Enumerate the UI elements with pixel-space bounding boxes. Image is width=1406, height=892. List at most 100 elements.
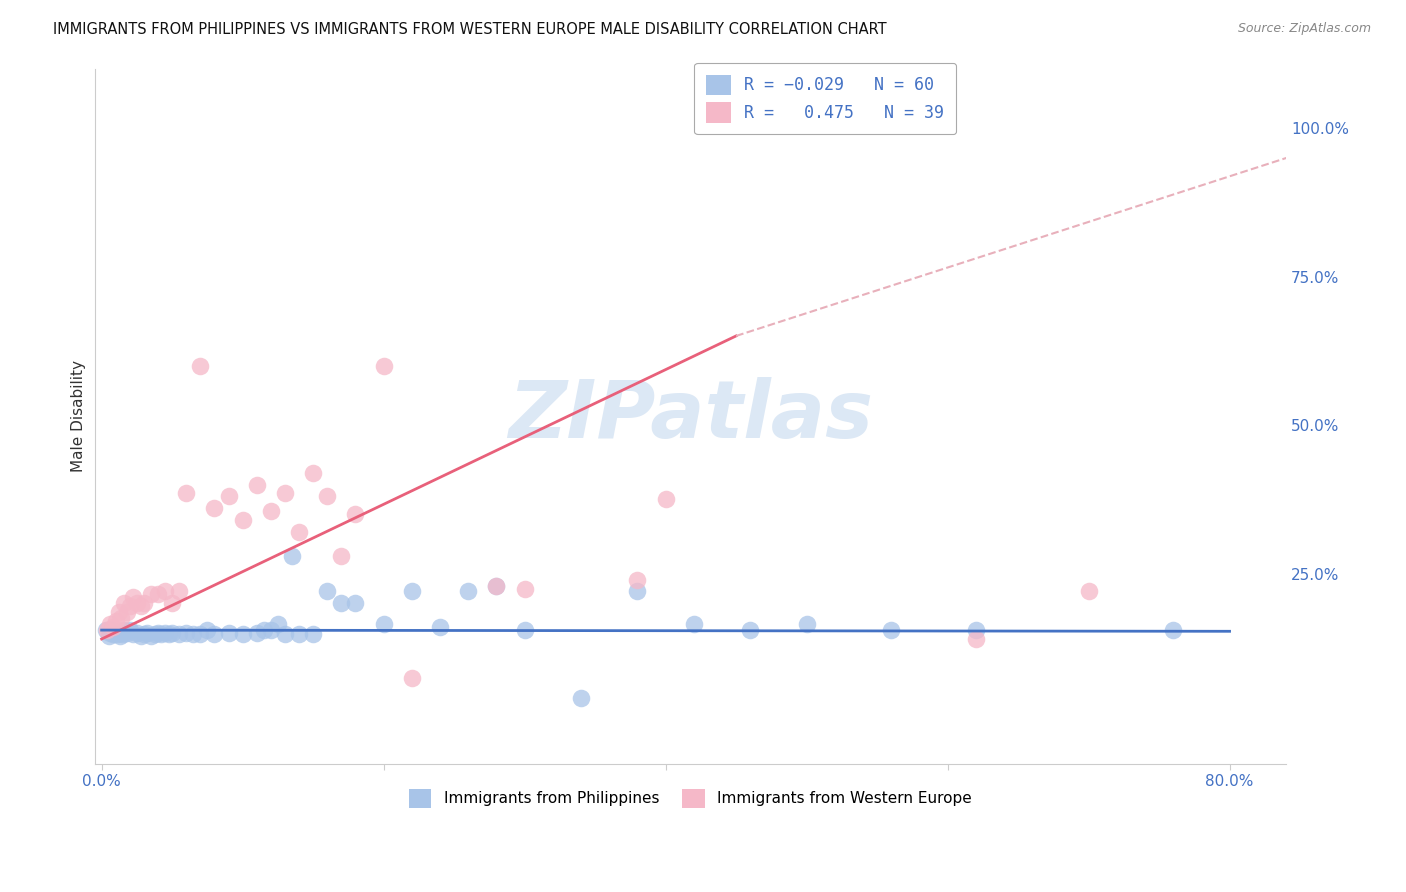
Point: [260, 623, 283, 637]
Text: IMMIGRANTS FROM PHILIPPINES VS IMMIGRANTS FROM WESTERN EUROPE MALE DISABILITY CO: IMMIGRANTS FROM PHILIPPINES VS IMMIGRANT…: [53, 22, 887, 37]
Point: [157, 627, 180, 641]
Point: [344, 507, 367, 521]
Point: [104, 614, 127, 628]
Point: [626, 584, 648, 599]
Text: Source: ZipAtlas.com: Source: ZipAtlas.com: [1237, 22, 1371, 36]
Point: [160, 626, 183, 640]
Point: [132, 596, 155, 610]
Point: [682, 617, 704, 632]
Point: [132, 627, 155, 641]
Point: [267, 617, 290, 632]
Point: [118, 623, 141, 637]
Point: [274, 627, 297, 641]
Point: [98, 617, 121, 632]
Point: [146, 587, 169, 601]
Point: [115, 626, 138, 640]
Point: [101, 620, 124, 634]
Point: [104, 624, 127, 639]
Point: [125, 626, 148, 640]
Point: [740, 623, 762, 637]
Point: [260, 504, 283, 518]
Point: [401, 671, 423, 685]
Point: [302, 466, 325, 480]
Point: [149, 627, 172, 641]
Point: [121, 627, 143, 641]
Point: [174, 626, 197, 640]
Point: [569, 691, 592, 706]
Point: [316, 489, 339, 503]
Point: [288, 627, 311, 641]
Point: [135, 626, 157, 640]
Legend: Immigrants from Philippines, Immigrants from Western Europe: Immigrants from Philippines, Immigrants …: [401, 781, 980, 815]
Point: [281, 549, 304, 563]
Point: [115, 605, 138, 619]
Point: [288, 524, 311, 539]
Point: [302, 627, 325, 641]
Point: [110, 611, 132, 625]
Point: [129, 629, 152, 643]
Point: [112, 596, 135, 610]
Point: [796, 617, 818, 632]
Point: [153, 626, 176, 640]
Point: [174, 486, 197, 500]
Point: [96, 623, 118, 637]
Point: [195, 623, 218, 637]
Point: [153, 584, 176, 599]
Point: [373, 617, 395, 632]
Point: [1161, 623, 1184, 637]
Point: [167, 584, 190, 599]
Point: [218, 626, 240, 640]
Point: [108, 629, 131, 643]
Point: [330, 549, 353, 563]
Point: [110, 626, 132, 640]
Point: [103, 626, 125, 640]
Point: [880, 623, 903, 637]
Point: [105, 627, 128, 641]
Point: [626, 573, 648, 587]
Point: [401, 584, 423, 599]
Point: [94, 623, 117, 637]
Point: [253, 623, 276, 637]
Point: [118, 599, 141, 614]
Point: [344, 596, 367, 610]
Point: [139, 629, 162, 643]
Point: [218, 489, 240, 503]
Point: [274, 486, 297, 500]
Point: [429, 620, 451, 634]
Point: [111, 627, 134, 641]
Point: [181, 627, 204, 641]
Point: [1077, 584, 1099, 599]
Text: ZIPatlas: ZIPatlas: [508, 377, 873, 455]
Point: [485, 578, 508, 592]
Point: [513, 623, 536, 637]
Point: [246, 626, 269, 640]
Point: [107, 605, 129, 619]
Point: [112, 623, 135, 637]
Point: [188, 359, 211, 373]
Point: [485, 578, 508, 592]
Point: [146, 626, 169, 640]
Point: [107, 626, 129, 640]
Point: [204, 501, 226, 516]
Point: [965, 632, 987, 646]
Point: [167, 627, 190, 641]
Point: [654, 492, 676, 507]
Point: [330, 596, 353, 610]
Point: [457, 584, 479, 599]
Point: [316, 584, 339, 599]
Point: [98, 626, 121, 640]
Point: [965, 623, 987, 637]
Point: [232, 513, 254, 527]
Point: [373, 359, 395, 373]
Point: [100, 623, 122, 637]
Point: [232, 627, 254, 641]
Point: [139, 587, 162, 601]
Point: [204, 627, 226, 641]
Point: [143, 627, 166, 641]
Point: [129, 599, 152, 614]
Point: [246, 477, 269, 491]
Point: [101, 627, 124, 641]
Point: [121, 591, 143, 605]
Point: [160, 596, 183, 610]
Point: [188, 627, 211, 641]
